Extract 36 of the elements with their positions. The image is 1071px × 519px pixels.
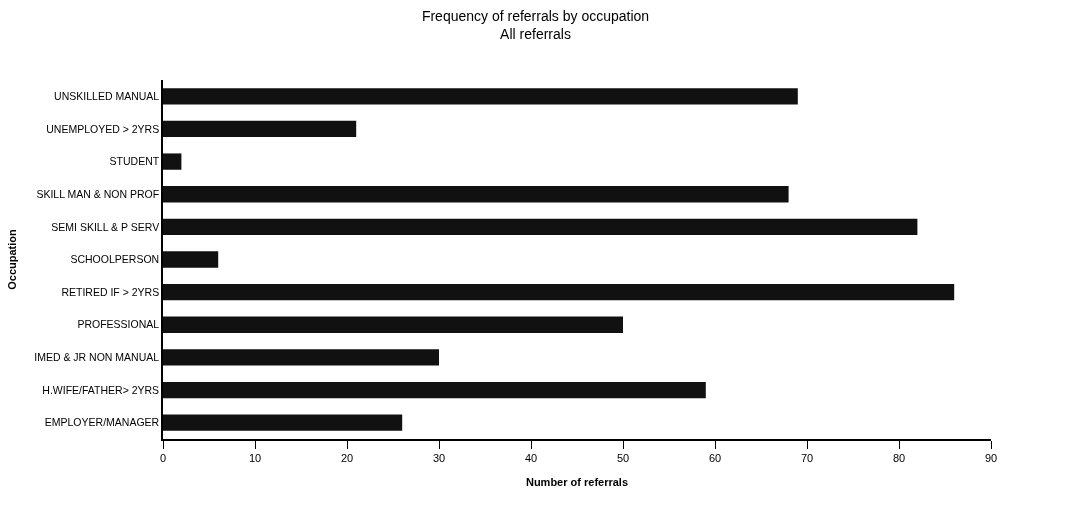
bar xyxy=(163,88,798,105)
x-tick-label: 70 xyxy=(800,451,814,464)
x-tick-label: 10 xyxy=(248,451,262,464)
y-tick-label: H.WIFE/FATHER> 2YRS xyxy=(42,383,160,396)
bar xyxy=(163,153,182,170)
x-tick-label: 60 xyxy=(708,451,722,464)
y-tick-label: PROFESSIONAL xyxy=(77,318,160,331)
y-axis-title: Occupation xyxy=(6,228,19,290)
x-tick-label: 80 xyxy=(892,451,906,464)
y-tick-label: SCHOOLPERSON xyxy=(70,253,160,266)
y-tick-label: EMPLOYER/MANAGER xyxy=(44,416,160,429)
bar xyxy=(163,381,706,399)
bar xyxy=(163,218,918,236)
bar xyxy=(163,186,789,203)
y-tick-label: RETIRED IF > 2YRS xyxy=(61,285,160,298)
x-tick-label: 40 xyxy=(524,451,538,464)
x-tick-label: 30 xyxy=(432,451,446,464)
bar xyxy=(163,120,357,138)
y-tick-label: UNEMPLOYED > 2YRS xyxy=(46,122,160,135)
x-axis-title: Number of referrals xyxy=(525,475,629,488)
x-tick-label: 50 xyxy=(616,451,630,464)
y-tick-label: UNSKILLED MANUAL xyxy=(54,90,160,102)
y-tick-label: SKILL MAN & NON PROF xyxy=(36,187,160,200)
x-tick-label: 20 xyxy=(340,451,354,464)
y-tick-label: SEMI SKILL & P SERV xyxy=(51,220,160,233)
x-tick-label: 0 xyxy=(159,451,167,464)
chart-title: Frequency of referrals by occupation xyxy=(421,7,650,24)
bar xyxy=(163,349,439,366)
y-tick-label: IMED & JR NON MANUAL xyxy=(34,351,160,364)
bar xyxy=(163,283,955,301)
chart-subtitle: All referrals xyxy=(500,25,571,42)
bar xyxy=(163,316,623,333)
y-tick-label: STUDENT xyxy=(109,155,160,168)
x-tick-label: 90 xyxy=(984,451,998,464)
bar xyxy=(163,251,219,268)
bar xyxy=(163,414,403,431)
